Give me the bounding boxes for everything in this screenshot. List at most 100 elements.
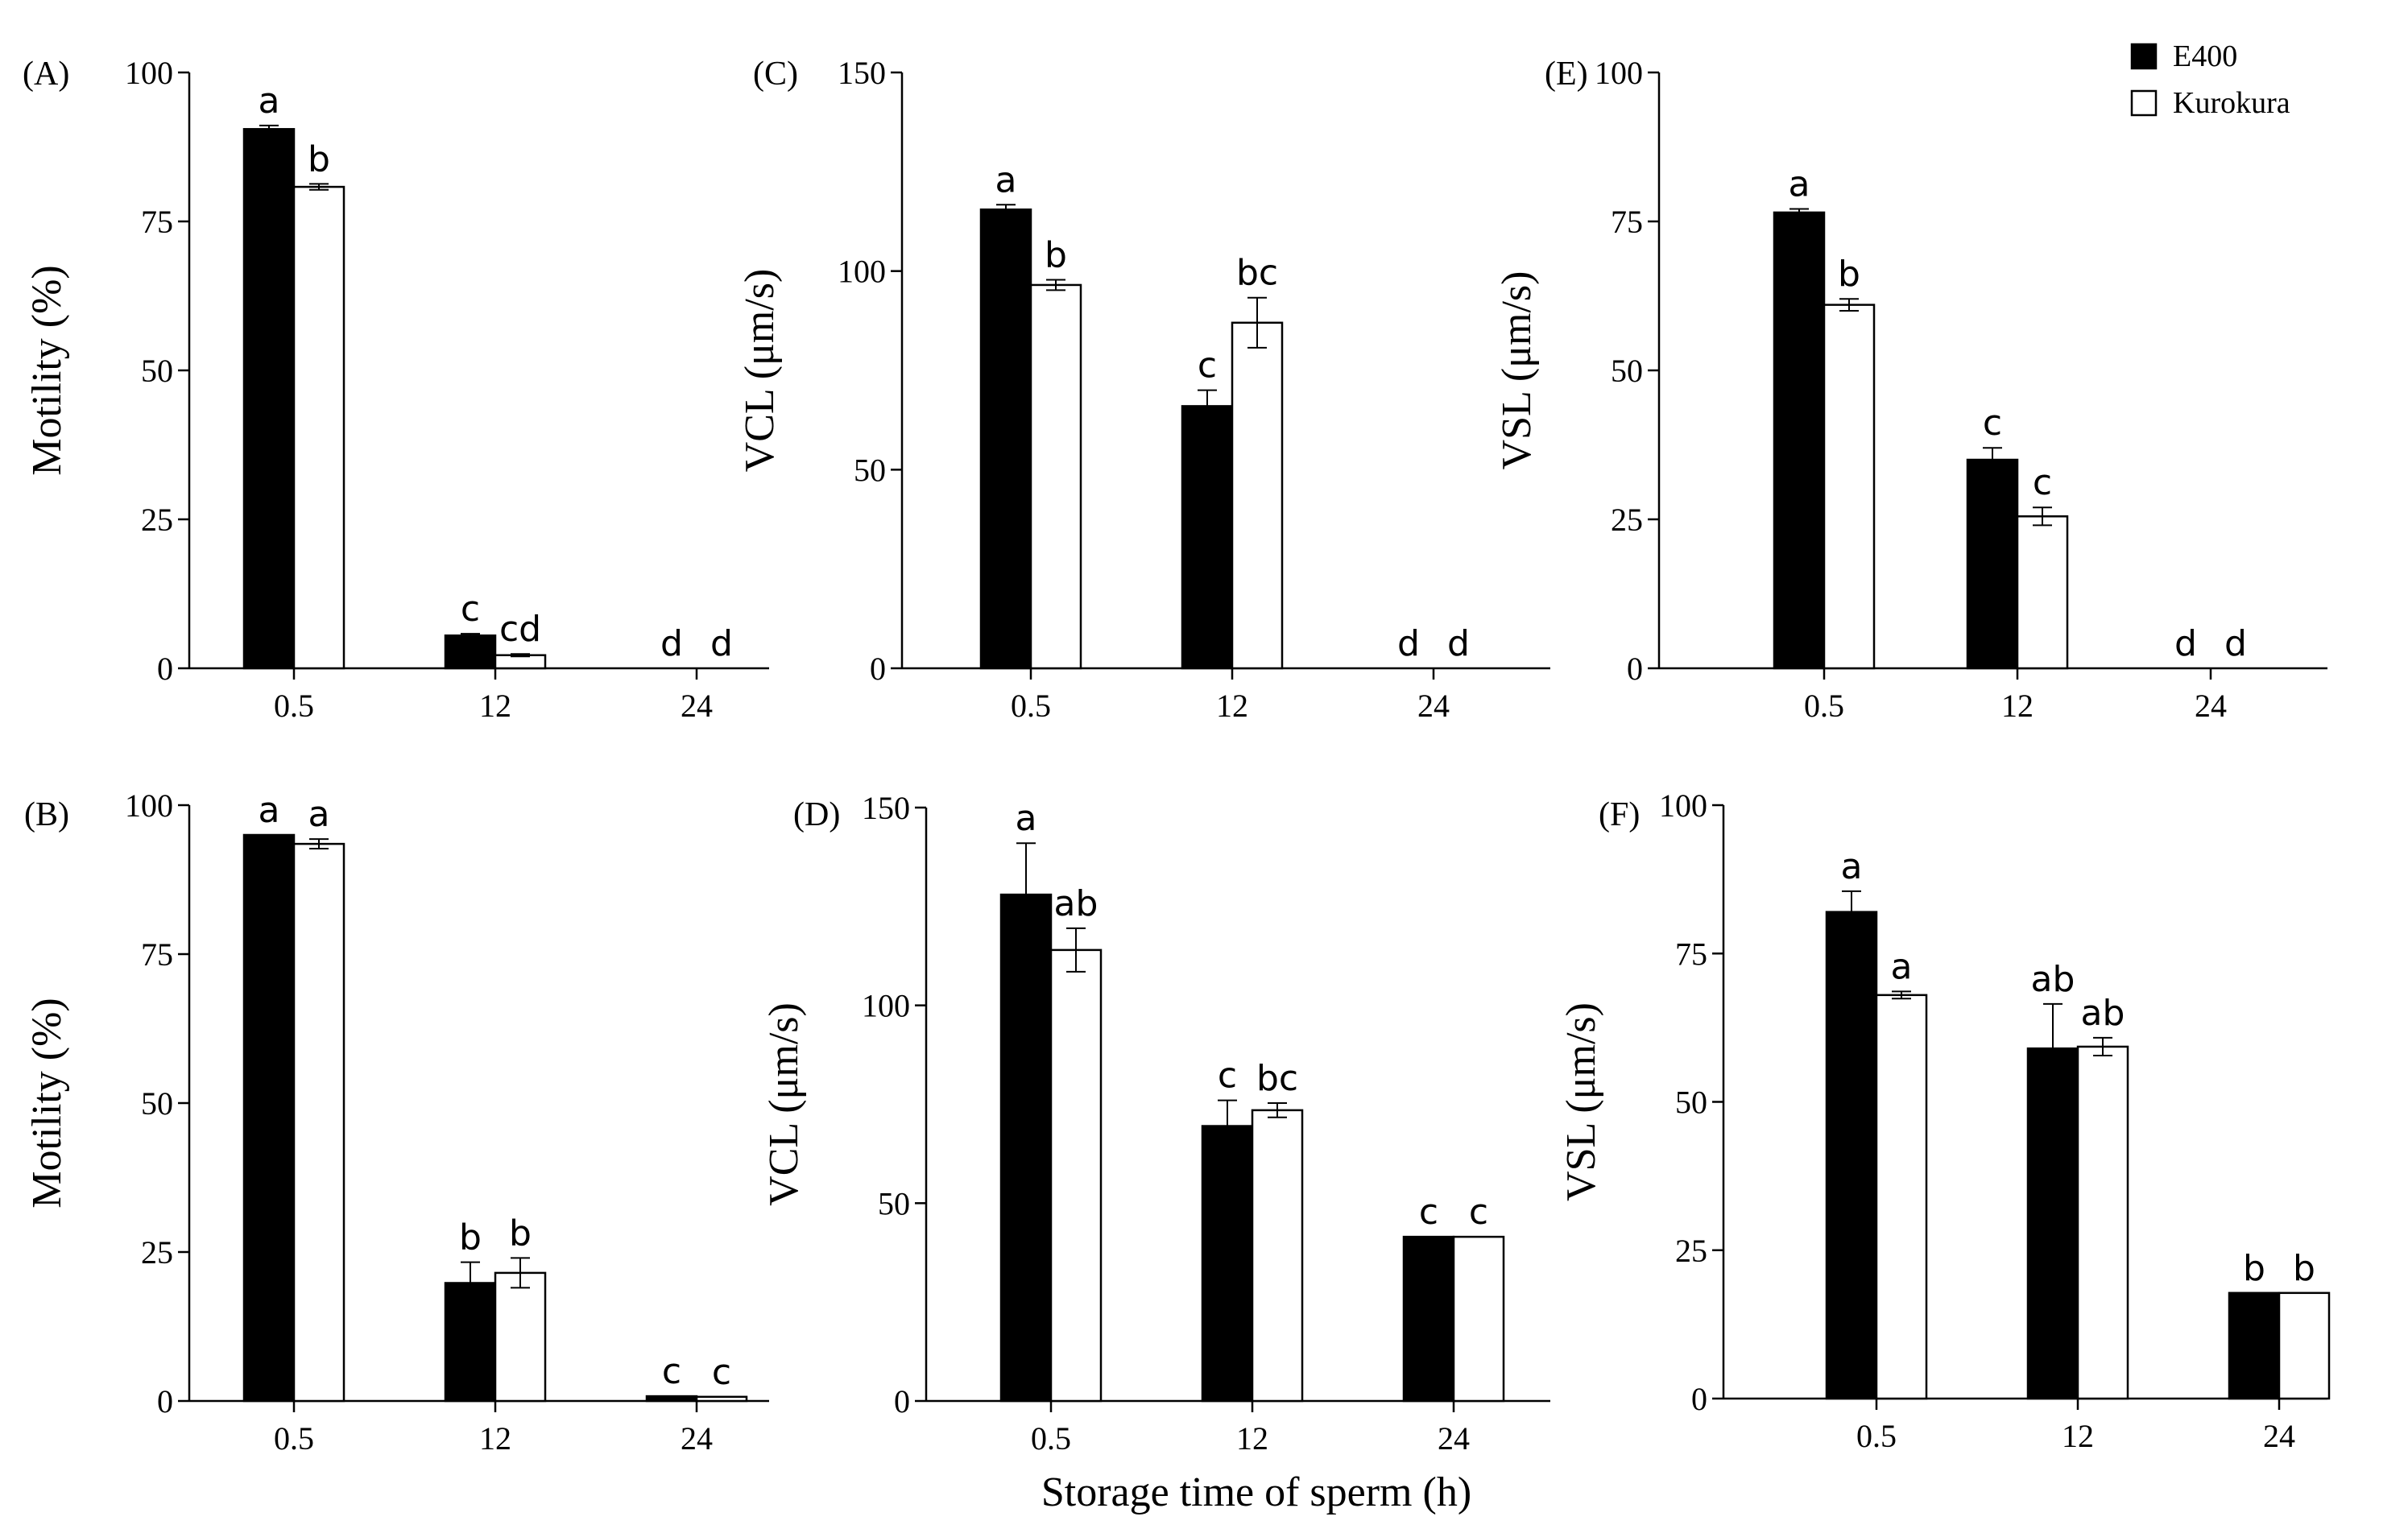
y-tick-label: 25: [1675, 1233, 1707, 1269]
legend-label-e400: E400: [2173, 39, 2237, 73]
shared-x-axis-label: Storage time of sperm (h): [1041, 1469, 1471, 1515]
y-tick-label: 100: [838, 254, 886, 290]
x-tick-label: 0.5: [1856, 1418, 1897, 1454]
legend-swatch-e400: [2130, 43, 2158, 70]
bar-e400: [979, 208, 1032, 670]
bar-e400: [645, 1395, 698, 1403]
panel-label: (F): [1599, 796, 1640, 833]
chart-panel: (E) 0 25 50 75 100 VSL (μm/s) 0.5 a b 12 cc 24 d d: [1494, 55, 2327, 724]
legend: E400 Kurokura: [2130, 39, 2290, 120]
bar-e400: [1825, 911, 1878, 1400]
bar-kurokura: [2278, 1291, 2331, 1400]
bar-kurokura: [2016, 515, 2069, 670]
x-tick-label: 12: [1236, 1420, 1268, 1457]
y-tick-label: 0: [157, 1383, 173, 1419]
bar-kurokura: [1029, 283, 1082, 670]
bar-kurokura: [1231, 321, 1284, 670]
bar-kurokura: [494, 1271, 547, 1403]
significance-letter: a: [1789, 163, 1810, 205]
bar-e400: [2026, 1047, 2079, 1400]
y-tick-label: 0: [870, 651, 886, 687]
x-tick-label: 0.5: [1804, 688, 1844, 724]
y-tick-label: 150: [862, 790, 910, 826]
significance-letter: c: [1419, 1192, 1438, 1233]
significance-letter: ab: [1054, 883, 1098, 924]
bar-kurokura: [1049, 948, 1103, 1403]
bar-e400: [242, 833, 296, 1403]
y-tick-label: 100: [125, 787, 173, 824]
significance-letter: b: [459, 1217, 482, 1258]
panel-label: (D): [793, 796, 840, 833]
significance-letter: d: [2224, 623, 2247, 664]
bar-e400: [444, 634, 497, 670]
x-tick-label: 12: [1216, 688, 1248, 724]
panel-label: (B): [24, 796, 69, 833]
bar-e400: [1773, 211, 1826, 670]
y-tick-label: 50: [878, 1185, 910, 1221]
y-tick-label: 100: [862, 988, 910, 1024]
bar-kurokura: [695, 1395, 748, 1403]
bar-e400: [999, 893, 1053, 1403]
significance-letter: a: [308, 794, 330, 835]
significance-letter: c: [1218, 1056, 1237, 1097]
y-tick-label: 150: [838, 55, 886, 91]
y-tick-label: 50: [1675, 1085, 1707, 1121]
x-tick-label: 0.5: [274, 688, 314, 724]
panel-label: (E): [1545, 56, 1588, 93]
significance-letter: c: [461, 589, 480, 630]
significance-letter: a: [1841, 846, 1863, 887]
y-axis-label: VSL (μm/s): [1494, 271, 1540, 470]
significance-letter: ab: [2031, 959, 2075, 1000]
bar-kurokura: [292, 842, 345, 1403]
x-tick-label: 24: [1438, 1420, 1470, 1457]
y-tick-label: 25: [1611, 502, 1643, 538]
y-tick-label: 50: [141, 1085, 173, 1122]
x-tick-label: 24: [1417, 688, 1450, 724]
y-tick-label: 100: [1659, 787, 1707, 824]
x-tick-label: 24: [2195, 688, 2227, 724]
significance-letter: b: [2243, 1248, 2265, 1289]
bar-e400: [1181, 405, 1234, 670]
x-tick-label: 0.5: [274, 1420, 314, 1457]
y-tick-label: 25: [141, 502, 173, 538]
significance-letter: b: [1045, 235, 1067, 276]
x-tick-label: 12: [2062, 1418, 2094, 1454]
significance-letter: c: [1983, 403, 2002, 444]
y-tick-label: 50: [1611, 353, 1643, 389]
y-tick-label: 75: [141, 936, 173, 973]
y-axis-label: VCL (μm/s): [761, 1002, 807, 1206]
significance-letter: d: [1447, 623, 1470, 664]
significance-letter: d: [1397, 623, 1420, 664]
y-tick-label: 0: [157, 651, 173, 687]
significance-letter: ab: [2081, 993, 2125, 1034]
chart-panel: (A) 0 25 50 75 100 Motility (%) 0.5 ab 12 c cd 24 d d: [23, 55, 769, 724]
x-tick-label: 24: [681, 1420, 713, 1457]
panel-label: (A): [23, 56, 69, 93]
x-tick-label: 12: [479, 1420, 511, 1457]
x-tick-label: 12: [479, 688, 511, 724]
significance-letter: c: [2033, 462, 2052, 503]
bar-e400: [1201, 1125, 1254, 1403]
y-tick-label: 25: [141, 1234, 173, 1271]
significance-letter: b: [2293, 1248, 2315, 1289]
y-tick-label: 0: [1691, 1381, 1707, 1417]
significance-letter: cd: [499, 609, 541, 650]
legend-swatch-kurokura: [2130, 89, 2158, 117]
significance-letter: b: [1838, 254, 1860, 295]
significance-letter: bc: [1256, 1058, 1298, 1099]
significance-letter: b: [509, 1213, 532, 1254]
y-axis-label: Motility (%): [24, 265, 70, 475]
x-tick-label: 0.5: [1031, 1420, 1071, 1457]
y-tick-label: 0: [1627, 651, 1643, 687]
panel-label: (C): [753, 56, 798, 93]
x-tick-label: 24: [681, 688, 713, 724]
y-axis-label: VCL (μm/s): [737, 269, 783, 473]
y-tick-label: 100: [125, 55, 173, 91]
bar-kurokura: [1823, 304, 1876, 670]
y-tick-label: 75: [141, 204, 173, 240]
